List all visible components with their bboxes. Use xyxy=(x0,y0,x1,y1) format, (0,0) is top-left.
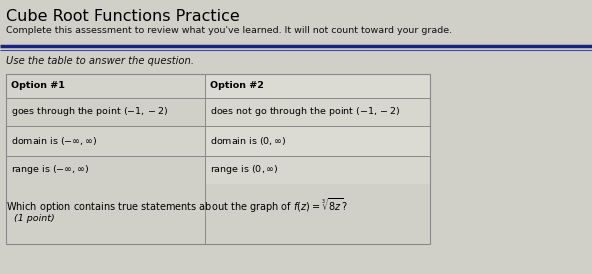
Text: Option #2: Option #2 xyxy=(210,81,264,90)
Text: Cube Root Functions Practice: Cube Root Functions Practice xyxy=(6,9,240,24)
Bar xyxy=(205,74,430,98)
Bar xyxy=(6,74,430,244)
Bar xyxy=(205,126,430,156)
Text: range is $(0, \infty)$: range is $(0, \infty)$ xyxy=(210,164,279,176)
Bar xyxy=(205,156,430,184)
Bar xyxy=(6,74,205,98)
Text: Option #1: Option #1 xyxy=(11,81,65,90)
Text: goes through the point $(-1,-2)$: goes through the point $(-1,-2)$ xyxy=(11,105,168,118)
Text: domain is $(-\infty, \infty)$: domain is $(-\infty, \infty)$ xyxy=(11,135,98,147)
Text: domain is $(0, \infty)$: domain is $(0, \infty)$ xyxy=(210,135,287,147)
Text: does not go through the point $(-1,-2)$: does not go through the point $(-1,-2)$ xyxy=(210,105,401,118)
Bar xyxy=(205,98,430,126)
Bar xyxy=(6,156,205,184)
Text: Complete this assessment to review what you've learned. It will not count toward: Complete this assessment to review what … xyxy=(6,26,452,35)
Text: Use the table to answer the question.: Use the table to answer the question. xyxy=(6,56,194,66)
Bar xyxy=(6,98,205,126)
Bar xyxy=(6,126,205,156)
Text: range is $(-\infty, \infty)$: range is $(-\infty, \infty)$ xyxy=(11,164,89,176)
Text: (1 point): (1 point) xyxy=(14,214,54,223)
Text: Which option contains true statements about the graph of $f(z) = \sqrt[3]{8z}$?: Which option contains true statements ab… xyxy=(6,196,348,215)
